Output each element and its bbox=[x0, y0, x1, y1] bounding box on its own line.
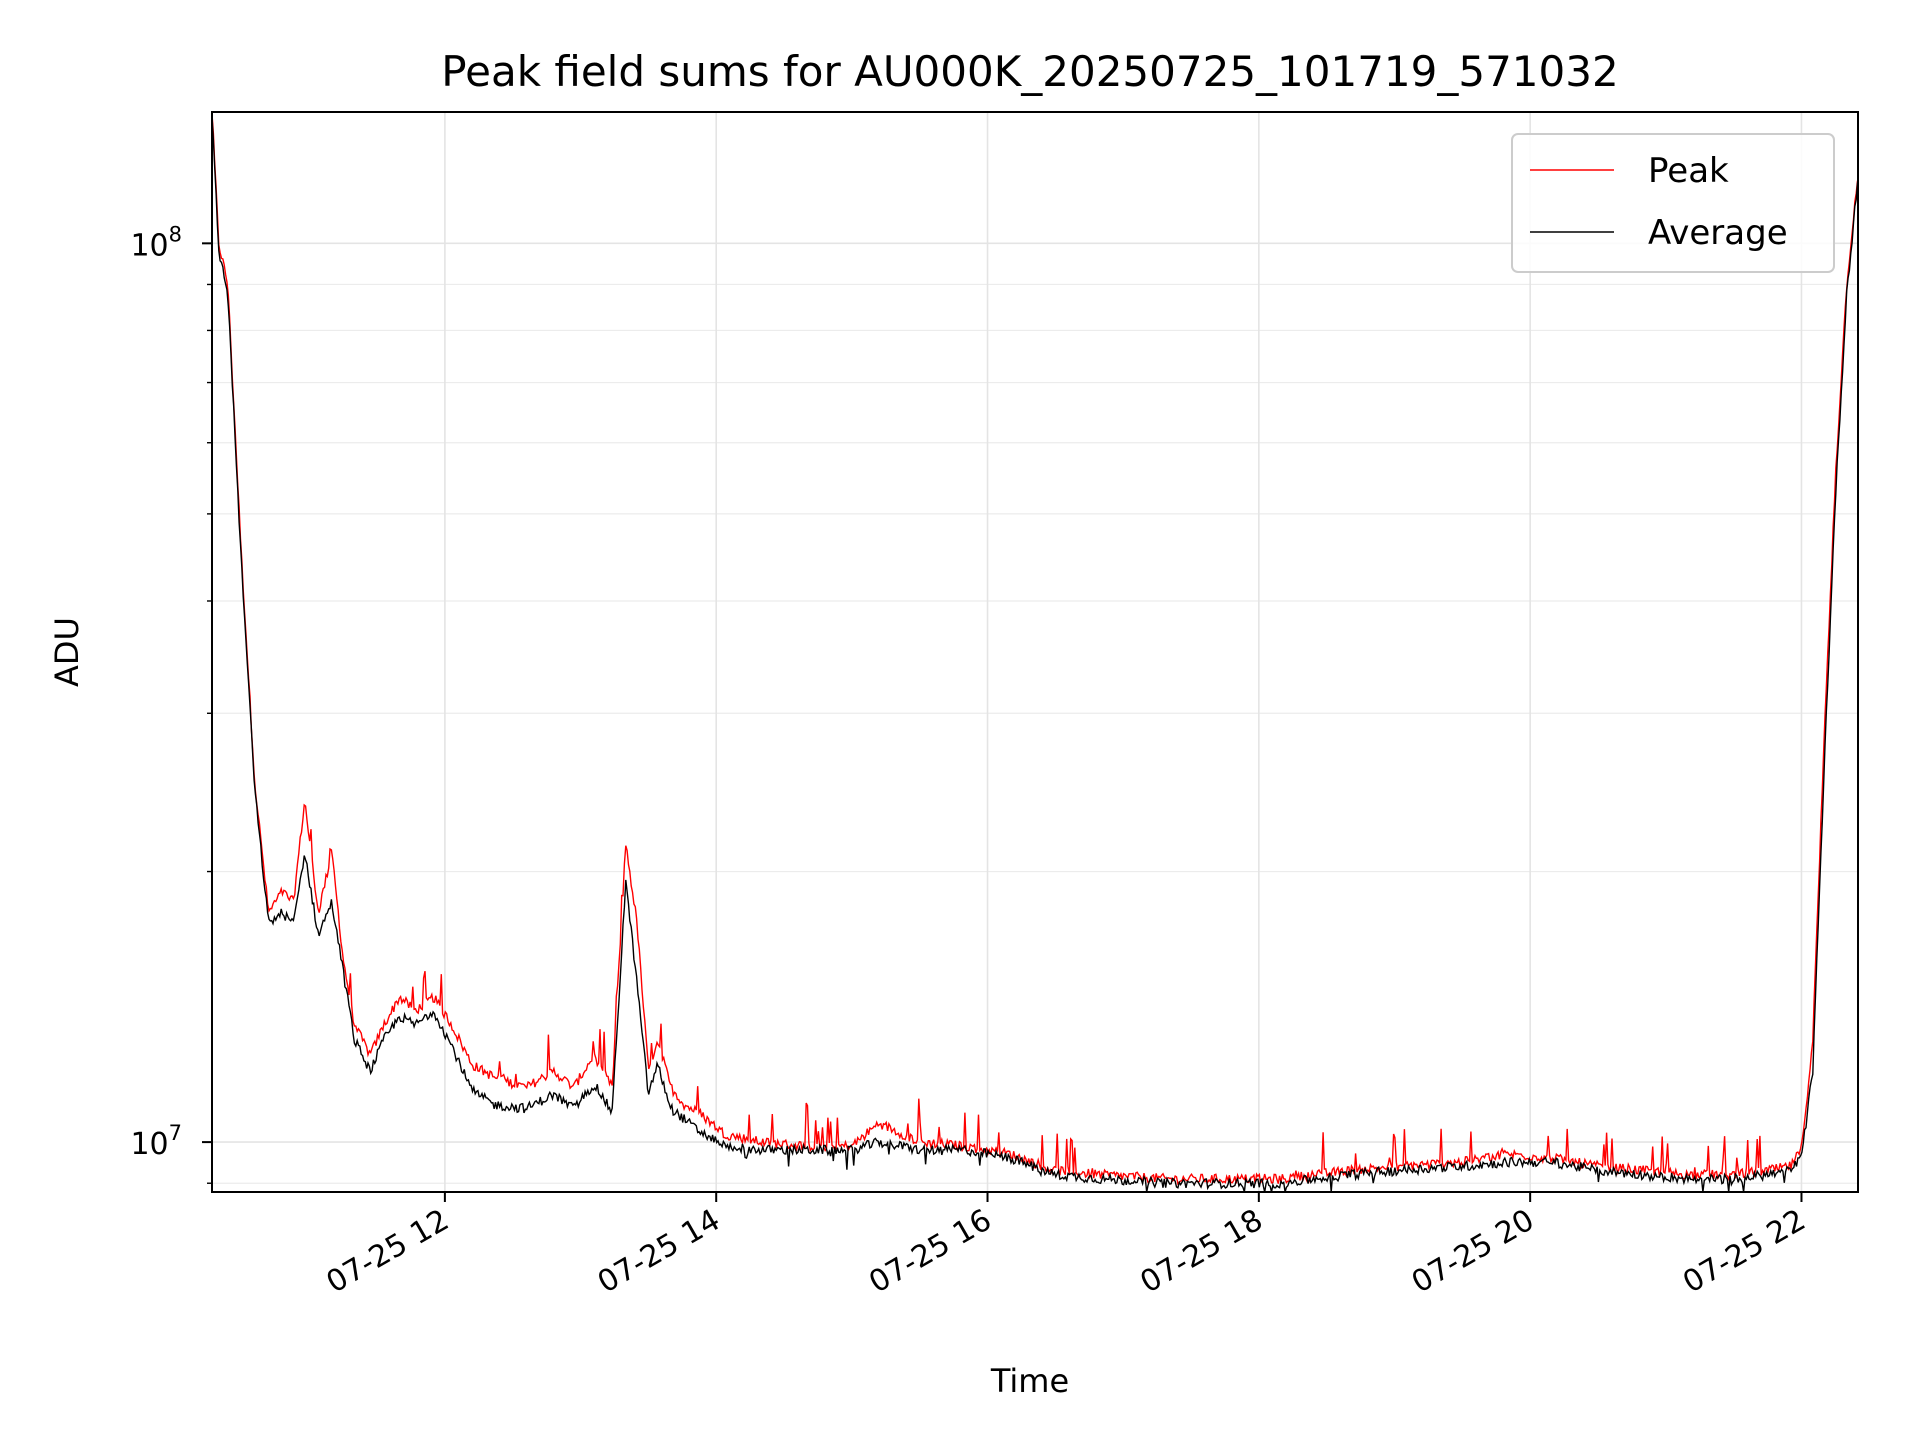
plot-frame bbox=[211, 111, 1859, 1193]
x-axis-label: Time bbox=[990, 1362, 1069, 1400]
y-axis-ticks: 107 108 bbox=[130, 222, 212, 1184]
legend-label-average: Average bbox=[1648, 213, 1788, 253]
legend: Peak Average bbox=[1511, 133, 1835, 273]
legend-label-peak: Peak bbox=[1648, 151, 1729, 191]
y-tick-label: 108 bbox=[130, 222, 182, 263]
series-line-average bbox=[212, 116, 1858, 1192]
y-axis-label: ADU bbox=[48, 617, 86, 687]
y-tick-label: 107 bbox=[130, 1121, 182, 1162]
series-layer bbox=[212, 113, 1858, 1192]
chart-title: Peak field sums for AU000K_20250725_1017… bbox=[441, 47, 1618, 96]
legend-box bbox=[1511, 133, 1835, 273]
